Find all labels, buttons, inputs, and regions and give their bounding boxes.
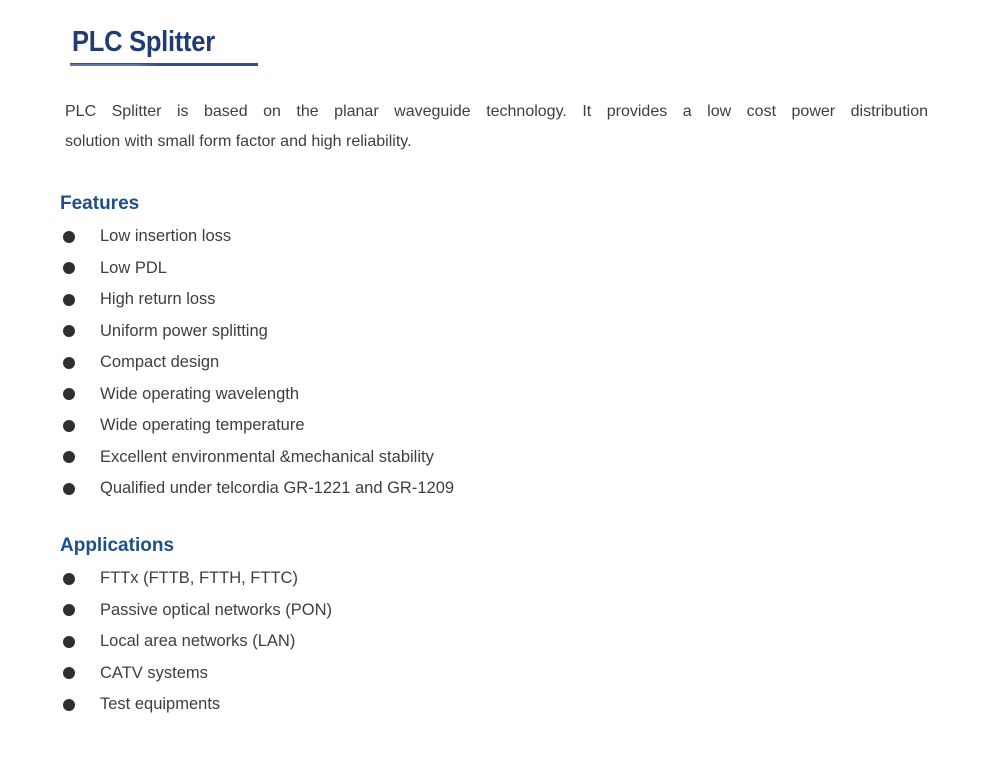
applications-list: FTTx (FTTB, FTTH, FTTC) Passive optical … [63, 568, 994, 715]
feature-item-label: Qualified under telcordia GR-1221 and GR… [100, 479, 455, 497]
feature-item: Wide operating temperature [63, 415, 994, 436]
bullet-icon [63, 635, 75, 648]
bullet-icon [63, 230, 75, 243]
feature-item-label: Uniform power splitting [100, 321, 268, 340]
feature-item: Wide operating wavelength [63, 384, 994, 405]
bullet-icon [63, 419, 75, 432]
application-item-label: FTTx (FTTB, FTTH, FTTC) [100, 569, 298, 587]
bullet-icon [63, 667, 75, 679]
feature-item-label: Wide operating temperature [100, 416, 305, 434]
title-underline-rule [70, 63, 258, 66]
intro-line-1: PLC Splitter is based on the planar wave… [65, 103, 928, 120]
application-item-label: Passive optical networks (PON) [100, 600, 332, 619]
section-heading-features: Features [60, 193, 140, 214]
application-item: Passive optical networks (PON) [63, 600, 994, 621]
bullet-icon [63, 356, 75, 369]
feature-item-label: Low insertion loss [100, 227, 232, 245]
feature-item-label: Low PDL [100, 258, 167, 277]
feature-item-label: High return loss [100, 290, 216, 308]
feature-item-label: Wide operating wavelength [100, 384, 300, 403]
application-item-label: Local area networks (LAN) [100, 632, 296, 650]
application-item: Test equipments [63, 694, 994, 715]
application-item: FTTx (FTTB, FTTH, FTTC) [63, 568, 994, 589]
intro-paragraph: PLC Splitter is based on the planar wave… [65, 97, 928, 157]
feature-item: Low insertion loss [63, 226, 994, 247]
bullet-icon [63, 482, 75, 495]
application-item: Local area networks (LAN) [63, 631, 994, 652]
bullet-icon [63, 325, 75, 337]
page-title: PLC Splitter [72, 26, 215, 58]
bullet-icon [63, 698, 75, 711]
bullet-icon [63, 604, 75, 616]
bullet-icon [63, 388, 75, 400]
intro-line-2: solution with small form factor and high… [65, 133, 412, 150]
bullet-icon [63, 572, 75, 585]
application-item-label: CATV systems [100, 663, 208, 682]
feature-item-label: Compact design [100, 353, 220, 371]
feature-item: High return loss [63, 289, 994, 310]
feature-item: Excellent environmental &mechanical stab… [63, 447, 994, 468]
feature-item: Compact design [63, 352, 994, 373]
features-list: Low insertion loss Low PDL High return l… [63, 226, 994, 499]
feature-item-label: Excellent environmental &mechanical stab… [100, 447, 434, 466]
feature-item: Qualified under telcordia GR-1221 and GR… [63, 478, 994, 499]
feature-item: Low PDL [63, 258, 994, 279]
feature-item: Uniform power splitting [63, 321, 994, 342]
section-heading-applications: Applications [60, 535, 175, 556]
application-item-label: Test equipments [100, 695, 221, 713]
bullet-icon [63, 451, 75, 463]
bullet-icon [63, 293, 75, 306]
application-item: CATV systems [63, 663, 994, 684]
bullet-icon [63, 262, 75, 274]
